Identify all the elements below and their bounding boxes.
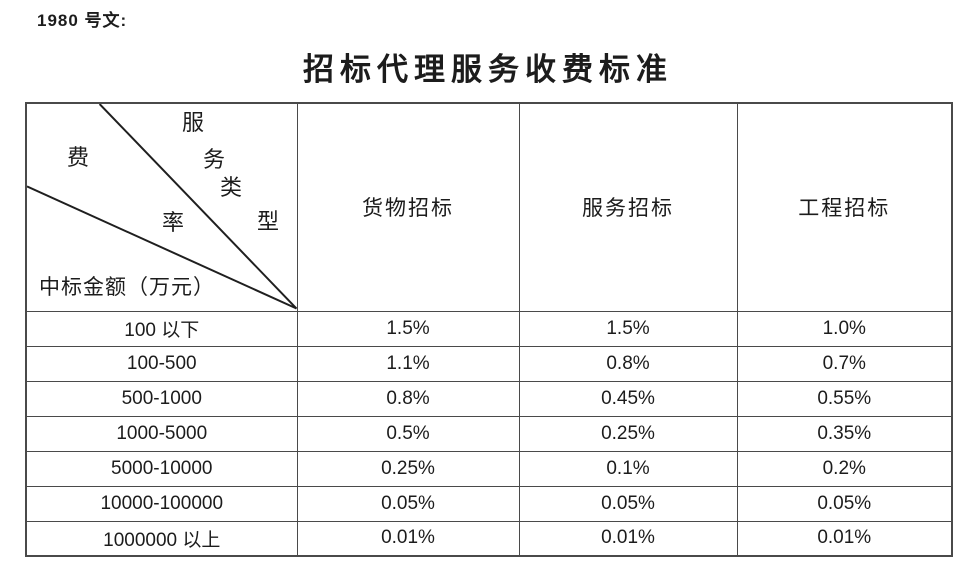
column-header-works: 工程招标 <box>736 102 953 312</box>
rate-cell: 1.5% <box>518 310 738 347</box>
corner-service-type-char: 类 <box>220 175 243 200</box>
rate-cell: 0.05% <box>518 485 738 522</box>
rate-cell: 0.05% <box>736 485 953 522</box>
rate-cell: 0.05% <box>296 485 520 522</box>
document-number-label: 1980 号文: <box>37 11 128 30</box>
table-row: 10000-100000 0.05% 0.05% 0.05% <box>25 485 953 522</box>
table-row: 5000-10000 0.25% 0.1% 0.2% <box>25 450 953 487</box>
amount-range-cell: 1000-5000 <box>25 415 298 452</box>
rate-cell: 1.5% <box>296 310 520 347</box>
corner-header-cell: 服 务 类 型 费 率 中标金额（万元） <box>25 102 298 312</box>
rate-cell: 0.45% <box>518 380 738 417</box>
table-row: 100-500 1.1% 0.8% 0.7% <box>25 345 953 382</box>
rate-cell: 0.8% <box>296 380 520 417</box>
rate-cell: 0.35% <box>736 415 953 452</box>
rate-cell: 0.2% <box>736 450 953 487</box>
corner-fee-rate-char: 率 <box>162 210 185 235</box>
rate-cell: 0.01% <box>518 520 738 557</box>
table-row: 1000000 以上 0.01% 0.01% 0.01% <box>25 520 953 557</box>
rate-cell: 0.01% <box>736 520 953 557</box>
rate-cell: 0.55% <box>736 380 953 417</box>
rate-cell: 0.25% <box>296 450 520 487</box>
corner-fee-rate-char: 费 <box>67 145 90 170</box>
amount-range-cell: 500-1000 <box>25 380 298 417</box>
corner-amount-label: 中标金额（万元） <box>39 275 215 299</box>
amount-range-cell: 1000000 以上 <box>25 520 298 557</box>
corner-service-type-char: 务 <box>203 147 226 172</box>
amount-range-cell: 10000-100000 <box>25 485 298 522</box>
page-title: 招标代理服务收费标准 <box>303 52 673 87</box>
table-row: 1000-5000 0.5% 0.25% 0.35% <box>25 415 953 452</box>
column-header-goods: 货物招标 <box>296 102 520 312</box>
rate-cell: 0.8% <box>518 345 738 382</box>
rate-cell: 0.01% <box>296 520 520 557</box>
rate-cell: 1.0% <box>736 310 953 347</box>
column-header-services: 服务招标 <box>518 102 738 312</box>
table-row: 500-1000 0.8% 0.45% 0.55% <box>25 380 953 417</box>
corner-service-type-char: 型 <box>257 209 280 234</box>
table-row: 100 以下 1.5% 1.5% 1.0% <box>25 310 953 347</box>
fee-standard-table: 服 务 类 型 费 率 中标金额（万元） 货物招标 服务招标 工程招标 100 … <box>25 102 953 557</box>
rate-cell: 0.7% <box>736 345 953 382</box>
amount-range-cell: 100 以下 <box>25 310 298 347</box>
table-header-row: 服 务 类 型 费 率 中标金额（万元） 货物招标 服务招标 工程招标 <box>25 102 953 312</box>
corner-service-type-char: 服 <box>182 110 205 135</box>
rate-cell: 0.25% <box>518 415 738 452</box>
diagonal-divider-lines <box>27 104 296 310</box>
rate-cell: 1.1% <box>296 345 520 382</box>
amount-range-cell: 100-500 <box>25 345 298 382</box>
rate-cell: 0.1% <box>518 450 738 487</box>
amount-range-cell: 5000-10000 <box>25 450 298 487</box>
rate-cell: 0.5% <box>296 415 520 452</box>
